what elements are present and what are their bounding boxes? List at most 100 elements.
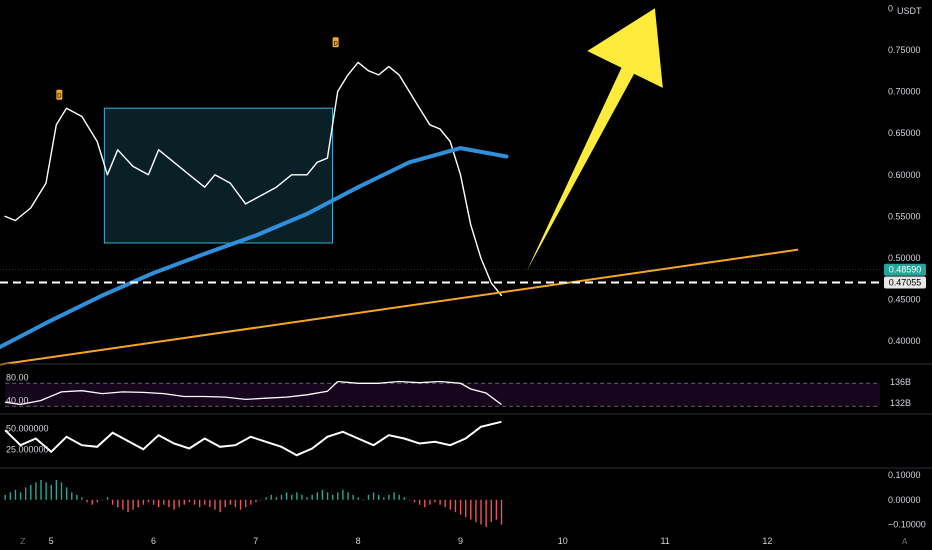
histogram-bar — [65, 487, 68, 500]
histogram-bar — [480, 499, 482, 525]
moving-average-line — [0, 146, 509, 349]
histogram-bar — [35, 482, 37, 500]
histogram-bar — [408, 499, 411, 501]
histogram-pane[interactable]: 0.10000 0.00000 −0.10000 — [4, 470, 926, 530]
histogram-bar — [152, 499, 155, 505]
histogram-bar — [173, 499, 175, 510]
rsi-line — [5, 380, 502, 406]
price-tick-label: 0.70000 — [888, 87, 921, 97]
rsi-pane[interactable]: 80.00 40.00 136B 132B — [5, 373, 911, 409]
histogram-bar — [142, 499, 145, 505]
time-tick-label: 11 — [660, 536, 669, 546]
histogram-bar — [260, 499, 262, 501]
histogram-bar — [234, 499, 237, 508]
histogram-bar — [168, 499, 170, 508]
histogram-bar — [9, 492, 12, 500]
price-tick-label: 0.60000 — [888, 170, 921, 180]
histogram-bar — [434, 499, 436, 503]
histogram-bar — [209, 499, 211, 508]
oscillator-line — [4, 420, 502, 457]
histogram-bar — [239, 499, 242, 510]
histogram-bar — [454, 499, 457, 513]
histogram-bar — [45, 482, 47, 500]
price-tick-label: 0.75000 — [888, 45, 921, 55]
histogram-bar — [398, 494, 400, 500]
histogram-bar — [342, 489, 344, 500]
price-tag-label: 0.48590 — [889, 265, 922, 275]
histogram-tick-label: 0.00000 — [888, 495, 921, 505]
histogram-bar — [439, 499, 441, 505]
time-tick-label: 10 — [558, 536, 568, 546]
histogram-bar — [111, 499, 114, 505]
histogram-bar — [163, 499, 165, 505]
histogram-bar — [14, 489, 17, 500]
dividend-marker[interactable] — [332, 37, 339, 48]
histogram-tick-label: −0.10000 — [888, 520, 926, 530]
histogram-bar — [357, 497, 359, 500]
histogram-bar — [316, 492, 319, 500]
rsi-volume-label: 132B — [890, 398, 911, 408]
currency-label: USDT — [897, 6, 922, 16]
histogram-bar — [449, 499, 452, 510]
histogram-bar — [296, 492, 298, 500]
corner-icons: Z A — [20, 537, 908, 546]
histogram-bar — [280, 494, 283, 500]
histogram-bar — [470, 499, 472, 520]
axes: 0 0.75000 0.70000 0.65000 0.60000 0.55000 0.50… — [0, 3, 932, 546]
histogram-bar — [347, 492, 349, 500]
auto-scale-icon[interactable]: A — [902, 537, 908, 546]
up-arrow[interactable] — [527, 8, 663, 271]
histogram-bar — [183, 499, 185, 505]
price-pane[interactable]: DD — [0, 8, 880, 366]
histogram-bar — [76, 494, 78, 500]
histogram-bar — [214, 499, 216, 510]
settings-icon[interactable]: Z — [20, 537, 26, 546]
dividend-marker[interactable] — [56, 89, 63, 100]
histogram-bar — [326, 492, 329, 500]
histogram-bar — [19, 492, 22, 500]
histogram-bar — [285, 492, 288, 500]
histogram-bar — [132, 499, 134, 510]
time-tick-label: 12 — [762, 536, 772, 546]
histogram-bar — [117, 499, 119, 508]
price-tick-label: 0.55000 — [888, 211, 921, 221]
histogram-bar — [250, 499, 252, 505]
histogram-bar — [188, 499, 191, 503]
price-tag — [884, 263, 926, 276]
trend-line[interactable] — [0, 248, 799, 366]
oscillator-pane[interactable]: 50.000000 25.000000 — [4, 420, 502, 457]
histogram-bar — [55, 479, 58, 500]
histogram-bar — [337, 492, 339, 500]
marker-label: D — [57, 94, 62, 100]
price-tick-label: 0.65000 — [888, 128, 921, 138]
histogram-bar — [255, 499, 257, 503]
price-tick-label: 0.45000 — [888, 295, 921, 305]
histogram-bar — [96, 499, 99, 503]
histogram-bar — [4, 494, 6, 500]
range-rectangle[interactable] — [103, 107, 334, 244]
histogram-bar — [311, 494, 313, 500]
histogram-bar — [301, 494, 303, 500]
histogram-bar — [306, 497, 308, 500]
rsi-band — [5, 383, 881, 407]
price-tick-label: 0.50000 — [888, 253, 921, 263]
histogram-bar — [424, 499, 426, 508]
histogram-bar — [71, 492, 73, 500]
histogram-bar — [224, 499, 226, 508]
histogram-bar — [372, 492, 375, 500]
histogram-bar — [378, 494, 380, 500]
histogram-bar — [178, 499, 180, 508]
marker-label: D — [333, 41, 338, 47]
histogram-bar — [193, 499, 196, 505]
histogram-bar — [413, 499, 416, 503]
price-line — [4, 61, 503, 297]
histogram-bar — [265, 497, 267, 500]
histogram-bar — [137, 499, 139, 508]
histogram-bar — [362, 499, 365, 501]
price-tag — [884, 276, 926, 289]
histogram-bar — [500, 499, 503, 525]
histogram-bar — [459, 499, 462, 515]
histogram-bar — [495, 499, 498, 520]
